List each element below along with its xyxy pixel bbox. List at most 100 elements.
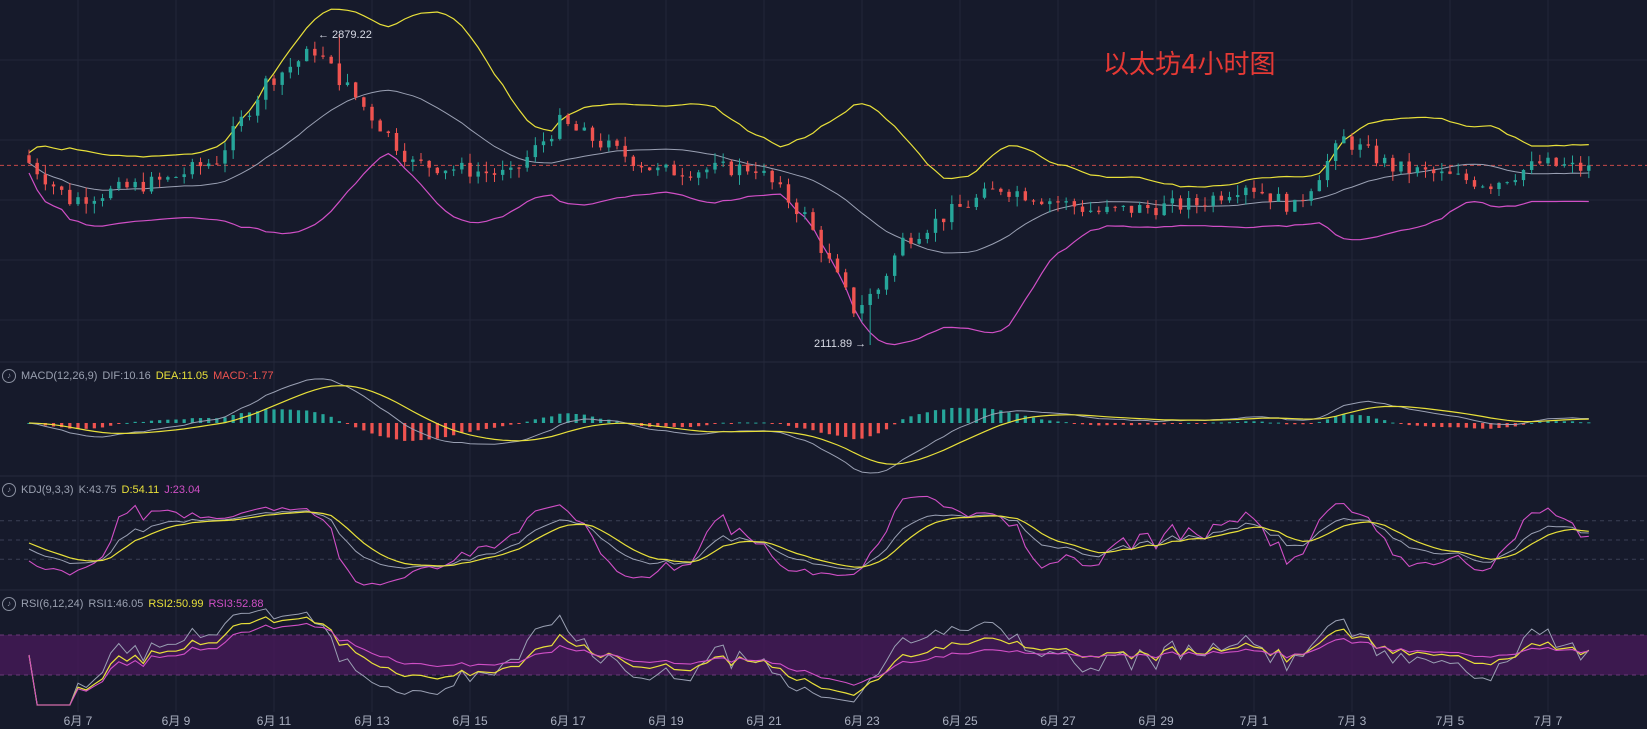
candle-body	[386, 131, 391, 133]
rsi-2-line	[28, 616, 1590, 706]
candle-body	[1317, 180, 1322, 192]
candle-body	[1578, 162, 1583, 171]
alert-bell-icon[interactable]: ♪	[2, 483, 16, 497]
candle-body	[1415, 167, 1420, 174]
macd-histogram-bar	[1195, 423, 1199, 424]
alert-bell-icon[interactable]: ♪	[2, 369, 16, 383]
candle-body	[843, 272, 848, 288]
macd-histogram-bar	[1489, 423, 1493, 429]
macd-histogram-bar	[1244, 421, 1248, 423]
candle-body	[933, 218, 938, 233]
macd-histogram-bar	[68, 423, 72, 429]
candle-body	[1513, 180, 1518, 183]
candle-body	[901, 237, 905, 256]
macd-histogram-bar	[337, 421, 341, 423]
macd-histogram-bar	[746, 422, 750, 424]
macd-histogram-bar	[1105, 423, 1109, 426]
macd-histogram-bar	[1521, 423, 1526, 425]
macd-histogram-bar	[942, 409, 946, 423]
candle-body	[239, 116, 244, 127]
macd-histogram-bar	[1219, 422, 1223, 424]
x-tick-label: 6月 29	[1138, 714, 1174, 728]
candle-body	[1497, 182, 1501, 190]
candle-body	[402, 150, 407, 162]
candle-body	[1456, 173, 1460, 175]
macd-histogram-bar	[1554, 421, 1558, 423]
candle-body	[117, 181, 121, 189]
macd-histogram-bar	[468, 423, 472, 432]
macd-histogram-bar	[1089, 423, 1093, 425]
candle-body	[1325, 160, 1330, 181]
candle-body	[451, 169, 456, 171]
macd-dea-line	[28, 385, 1589, 465]
macd-histogram-bar	[411, 423, 415, 441]
macd-histogram-bar	[1252, 421, 1256, 423]
macd-name: MACD(12,26,9)	[21, 370, 98, 382]
candle-body	[1039, 201, 1044, 205]
candle-body	[1015, 191, 1019, 197]
macd-histogram-bar	[1211, 422, 1215, 424]
macd-dea: DEA:11.05	[155, 370, 209, 382]
candle-body	[1464, 173, 1469, 181]
candle-body	[1227, 197, 1232, 201]
x-tick-label: 6月 11	[256, 714, 292, 728]
macd-histogram-bar	[141, 421, 145, 423]
macd-histogram-bar	[231, 414, 235, 423]
macd-histogram-bar	[354, 423, 358, 428]
candle-body	[705, 169, 709, 173]
macd-histogram-bar	[370, 423, 374, 434]
macd-histogram-bar	[1031, 417, 1036, 423]
macd-histogram-bar	[288, 409, 292, 423]
macd-histogram-bar	[1546, 420, 1550, 423]
candle-body	[1268, 193, 1273, 202]
candle-body	[1146, 204, 1150, 209]
macd-histogram-bar	[1293, 423, 1297, 425]
x-tick-label: 6月 19	[648, 714, 684, 728]
candle-body	[1137, 204, 1142, 213]
candle-body	[827, 252, 832, 259]
candle-body	[353, 82, 358, 98]
candle-body	[394, 132, 399, 151]
candle-body	[1440, 171, 1444, 174]
candle-body	[1007, 191, 1011, 197]
macd-histogram-bar	[427, 423, 431, 440]
macd-histogram-bar	[1040, 419, 1044, 423]
candle-body	[558, 114, 562, 139]
macd-histogram-bar	[697, 423, 701, 427]
macd-histogram-bar	[1097, 423, 1101, 426]
candle-body	[1529, 161, 1534, 170]
macd-histogram-bar	[1505, 423, 1509, 428]
macd-histogram-bar	[1187, 422, 1191, 424]
candle-body	[631, 156, 636, 167]
candle-body	[566, 114, 570, 125]
macd-histogram-bar	[770, 423, 774, 424]
candle-body	[92, 200, 97, 204]
candle-body	[108, 188, 113, 199]
macd-histogram-bar	[1391, 422, 1395, 424]
macd-histogram-bar	[1448, 423, 1452, 428]
candle-body	[76, 197, 80, 205]
candle-body	[598, 140, 603, 148]
candle-body	[794, 202, 799, 215]
macd-histogram-bar	[280, 409, 284, 423]
candle-body	[1480, 186, 1485, 188]
macd-histogram-bar	[1350, 414, 1354, 423]
macd-histogram-bar	[484, 423, 488, 429]
macd-histogram-bar	[1317, 421, 1321, 423]
candle-body	[762, 170, 766, 173]
macd-histogram-bar	[1268, 422, 1272, 424]
macd-histogram-bar	[84, 423, 88, 429]
macd-histogram-bar	[133, 421, 137, 423]
macd-histogram-bar	[264, 409, 268, 423]
rsi-3-line	[28, 622, 1589, 706]
candle-body	[198, 162, 203, 167]
macd-histogram-bar	[803, 423, 807, 429]
macd-histogram-bar	[345, 423, 350, 424]
macd-histogram-bar	[1472, 423, 1477, 429]
macd-histogram-bar	[1178, 423, 1183, 424]
macd-histogram-bar	[1579, 422, 1583, 424]
candle-body	[141, 181, 146, 192]
macd-histogram-bar	[256, 411, 260, 423]
alert-bell-icon[interactable]: ♪	[2, 597, 16, 611]
macd-histogram-bar	[909, 416, 913, 423]
